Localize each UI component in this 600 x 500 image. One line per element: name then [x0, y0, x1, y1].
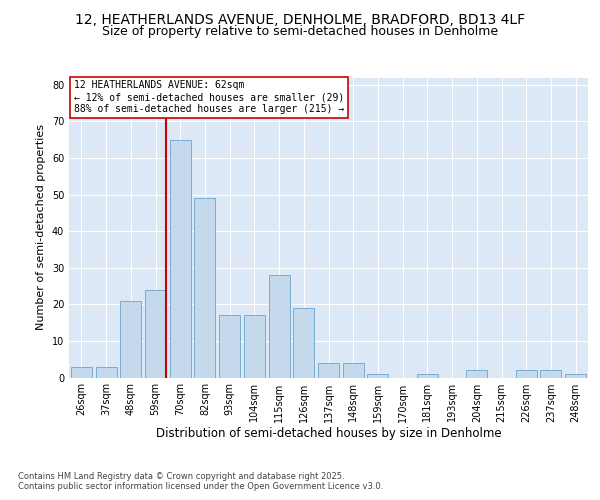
Bar — [244, 316, 265, 378]
Bar — [343, 363, 364, 378]
Bar — [95, 366, 116, 378]
Bar — [417, 374, 438, 378]
Bar — [367, 374, 388, 378]
Text: Size of property relative to semi-detached houses in Denholme: Size of property relative to semi-detach… — [102, 25, 498, 38]
Bar — [71, 366, 92, 378]
Bar — [194, 198, 215, 378]
X-axis label: Distribution of semi-detached houses by size in Denholme: Distribution of semi-detached houses by … — [155, 428, 502, 440]
Y-axis label: Number of semi-detached properties: Number of semi-detached properties — [36, 124, 46, 330]
Bar — [269, 275, 290, 378]
Bar — [541, 370, 562, 378]
Bar — [516, 370, 537, 378]
Text: Contains HM Land Registry data © Crown copyright and database right 2025.: Contains HM Land Registry data © Crown c… — [18, 472, 344, 481]
Bar — [565, 374, 586, 378]
Text: 12 HEATHERLANDS AVENUE: 62sqm
← 12% of semi-detached houses are smaller (29)
88%: 12 HEATHERLANDS AVENUE: 62sqm ← 12% of s… — [74, 80, 344, 114]
Bar — [219, 316, 240, 378]
Bar — [145, 290, 166, 378]
Bar — [318, 363, 339, 378]
Bar — [293, 308, 314, 378]
Bar — [170, 140, 191, 378]
Bar — [466, 370, 487, 378]
Bar — [120, 300, 141, 378]
Text: 12, HEATHERLANDS AVENUE, DENHOLME, BRADFORD, BD13 4LF: 12, HEATHERLANDS AVENUE, DENHOLME, BRADF… — [75, 12, 525, 26]
Text: Contains public sector information licensed under the Open Government Licence v3: Contains public sector information licen… — [18, 482, 383, 491]
